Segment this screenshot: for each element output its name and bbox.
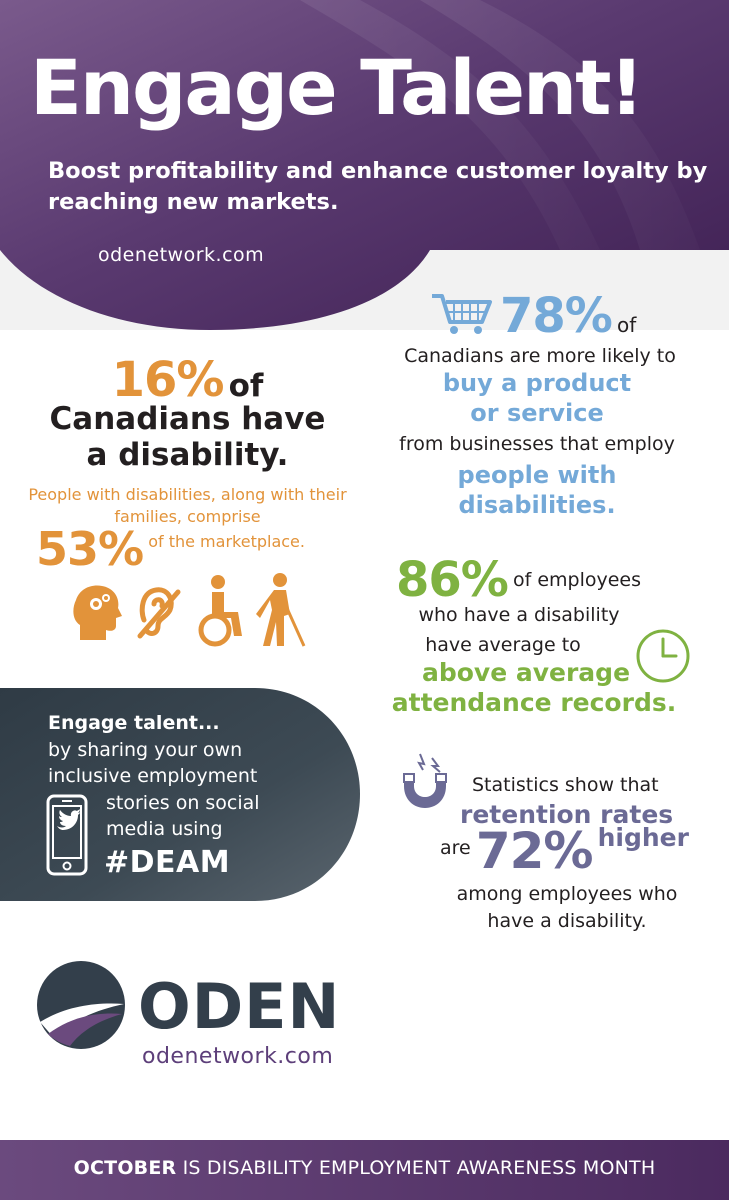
stat-72-line-3: among employees who <box>456 883 678 905</box>
magnet-icon <box>403 753 447 808</box>
stat-78-line-1: Canadians are more likely to <box>404 345 676 367</box>
blind-person-cane-icon <box>256 573 306 647</box>
phone-twitter-icon <box>46 794 88 876</box>
stat-72-heading: are 72% higher <box>440 823 689 876</box>
stat-78-line-5: people with <box>457 461 617 489</box>
deam-hashtag[interactable]: #DEAM <box>104 845 231 880</box>
page-subtitle: Boost profitability and enhance customer… <box>48 158 708 215</box>
stat-86-line-4: attendance records. <box>391 688 677 717</box>
stat-72-line-4: have a disability. <box>487 910 647 932</box>
stat-53-rest: of the marketplace. <box>148 532 305 551</box>
stat-78-line-4: from businesses that employ <box>399 433 675 455</box>
stat-53: 53% of the marketplace. <box>36 526 366 572</box>
engage-line-3: stories on social <box>106 792 260 814</box>
stat-78-percent: 78% <box>500 288 613 344</box>
stat-72-are: are <box>440 837 471 859</box>
stat-72-line-1: Statistics show that <box>472 774 659 796</box>
disability-icons-row <box>73 573 306 647</box>
footer-banner <box>0 1140 729 1200</box>
stat-86-line-1: who have a disability <box>418 604 620 626</box>
stat-16-of: of <box>228 368 264 404</box>
stat-16-line3: a disability. <box>86 437 289 473</box>
logo-url-link[interactable]: odenetwork.com <box>142 1044 334 1069</box>
stat-86-line-3: above average <box>421 658 631 687</box>
stat-86-percent: 86% <box>396 552 509 608</box>
footer-rest: IS DISABILITY EMPLOYMENT AWARENESS MONTH <box>176 1157 656 1179</box>
engage-line-2: inclusive employment <box>48 765 258 787</box>
stat-16-line2: Canadians have <box>49 401 326 437</box>
stat-53-percent: 53% <box>36 522 144 576</box>
oden-logo-icon <box>37 961 125 1049</box>
oden-logo-wordmark: ODEN <box>138 970 341 1043</box>
stat-16-percent: 16% <box>111 352 225 408</box>
clock-icon <box>636 629 690 683</box>
engage-panel <box>0 688 360 901</box>
stat-86-line-2: have average to <box>425 634 581 656</box>
stat-78-of: of <box>616 313 637 337</box>
header-banner <box>0 0 729 330</box>
stat-78-line-2: buy a product <box>442 369 632 397</box>
footer-text: OCTOBER IS DISABILITY EMPLOYMENT AWARENE… <box>0 1157 729 1179</box>
stat-16-text: Canadians have a disability. <box>20 401 355 473</box>
engage-line-4: media using <box>106 818 223 840</box>
hearing-impaired-icon <box>137 587 181 639</box>
stat-78-heading: 78% of <box>500 292 636 340</box>
stat-72-higher: higher <box>597 823 689 852</box>
engage-heading: Engage talent... <box>48 712 220 734</box>
stat-78-line-3: or service <box>470 399 604 427</box>
footer-month: OCTOBER <box>73 1157 177 1179</box>
shopping-cart-icon <box>432 294 492 334</box>
engage-line-1: by sharing your own <box>48 739 243 761</box>
stat-86-heading: 86% of employees <box>396 556 641 604</box>
stat-78-line-6: disabilities. <box>458 491 616 519</box>
stat-72-line-2: retention rates <box>460 800 674 829</box>
stat-86-rest: of employees <box>512 569 642 591</box>
page-title: Engage Talent! <box>30 43 644 132</box>
wheelchair-icon <box>198 575 242 647</box>
family-marketplace-text: People with disabilities, along with the… <box>28 485 347 526</box>
header-url-link[interactable]: odenetwork.com <box>98 244 265 266</box>
cognitive-head-icon <box>73 585 122 640</box>
stat-16-heading: 16% of <box>20 356 355 404</box>
stat-72-percent: 72% <box>475 822 594 880</box>
